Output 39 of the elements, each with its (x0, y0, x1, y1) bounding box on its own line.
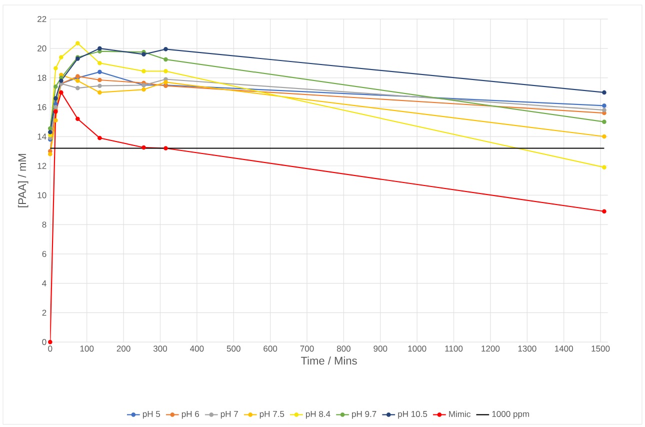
legend-label: 1000 ppm (492, 410, 530, 419)
y-tick-label: 0 (42, 338, 46, 345)
legend-label: pH 9.7 (352, 410, 376, 419)
legend-label: pH 7 (220, 410, 238, 418)
x-tick-label: 800 (336, 345, 350, 352)
legend-label: pH 10.5 (398, 410, 428, 419)
x-tick-label: 600 (264, 345, 278, 352)
legend-label: pH 8.4 (306, 410, 330, 419)
y-tick-label: 2 (42, 310, 46, 316)
y-tick-label: 22 (38, 16, 46, 22)
y-tick-label: 6 (42, 250, 46, 257)
x-tick-label: 1300 (518, 345, 536, 352)
x-tick-label: 300 (153, 345, 168, 352)
y-tick-label: 16 (38, 104, 46, 110)
x-tick-label: 1500 (592, 345, 610, 352)
y-tick-label: 8 (42, 221, 46, 228)
x-tick-label: 1100 (445, 345, 463, 352)
x-tick-label: 100 (80, 345, 94, 352)
y-tick-label: 12 (38, 162, 46, 169)
y-tick-label: 14 (38, 133, 46, 140)
x-tick-label: 400 (190, 345, 204, 352)
y-tick-label: 10 (38, 192, 46, 198)
x-tick-label: 900 (374, 345, 388, 352)
x-tick-label: 200 (116, 345, 130, 352)
legend-label: pH 7.5 (260, 410, 284, 418)
x-tick-label: 0 (48, 345, 52, 352)
x-tick-label: 1400 (555, 345, 573, 352)
y-tick-label: 20 (38, 45, 46, 52)
x-tick-label: 500 (226, 345, 240, 352)
legend-label: Mimic (449, 410, 470, 417)
x-axis-title: Time / Mins (300, 356, 357, 364)
y-tick-label: 18 (38, 74, 46, 81)
x-tick-label: 700 (300, 345, 314, 352)
x-tick-label: 1000 (408, 345, 426, 352)
y-tick-label: 4 (42, 280, 46, 286)
y-axis-title: [PAA] / mM (18, 154, 28, 208)
legend-label: pH 5 (142, 410, 160, 418)
x-tick-label: 1200 (482, 345, 500, 352)
legend-label: pH 6 (182, 410, 200, 419)
